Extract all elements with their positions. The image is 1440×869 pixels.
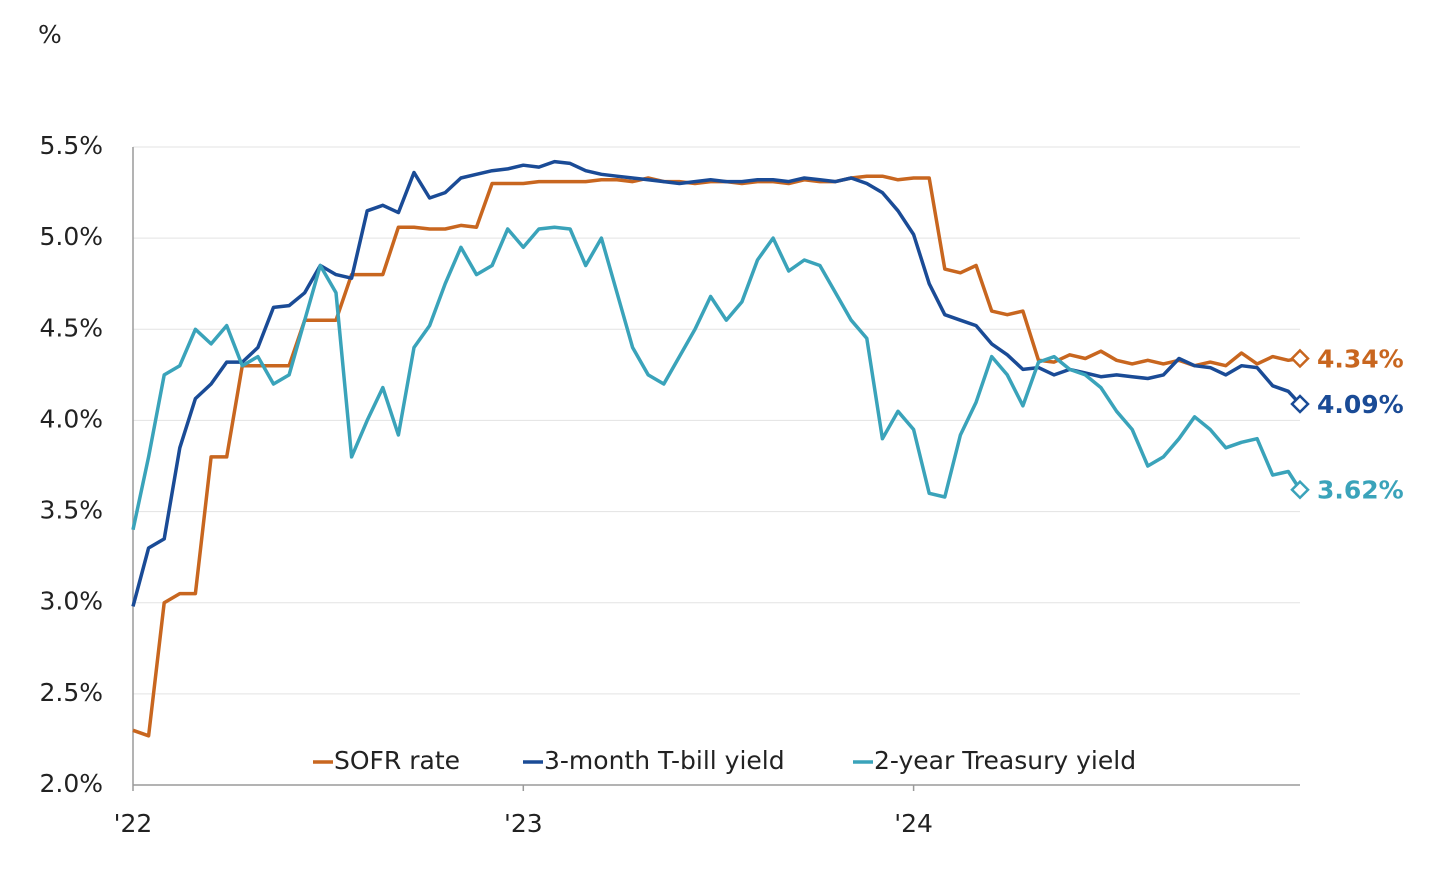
y-tick-label: 2.5%: [39, 678, 103, 707]
end-value-label: 4.34%: [1317, 344, 1404, 373]
end-value-label: 4.09%: [1317, 390, 1404, 419]
end-marker: [1290, 479, 1310, 500]
x-tick-label: '24: [894, 809, 933, 838]
series-line: [131, 225, 1302, 531]
series-line: [132, 174, 1301, 738]
x-tick-label: '22: [114, 809, 153, 838]
y-tick-label: 5.0%: [39, 222, 103, 251]
end-marker: [1290, 394, 1310, 414]
end-value-label: 3.62%: [1317, 476, 1404, 505]
chart-title: %: [38, 20, 62, 49]
end-marker: [1290, 348, 1310, 369]
legend-label: 2-year Treasury yield: [874, 746, 1136, 775]
legend-label: 3-month T-bill yield: [544, 746, 785, 775]
y-tick-label: 3.0%: [39, 587, 103, 616]
y-tick-label: 4.5%: [39, 313, 103, 342]
y-tick-label: 3.5%: [39, 496, 103, 525]
y-tick-label: 5.5%: [39, 131, 103, 160]
legend-label: SOFR rate: [334, 746, 460, 775]
y-tick-label: 2.0%: [39, 769, 103, 798]
x-tick-label: '23: [504, 809, 543, 838]
y-tick-label: 4.0%: [39, 404, 103, 433]
series-line: [131, 159, 1302, 607]
